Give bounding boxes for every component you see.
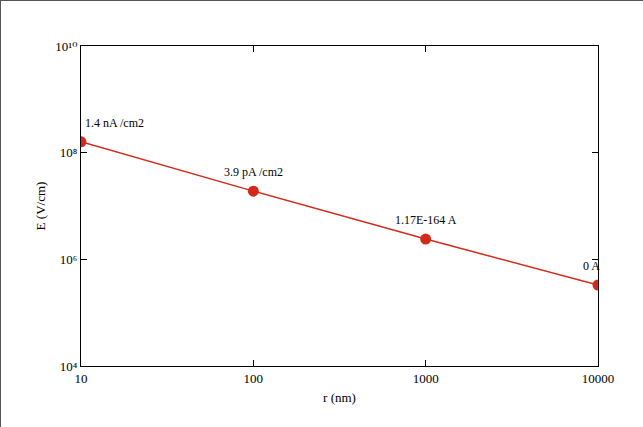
svg-text:10⁶: 10⁶ <box>60 252 78 267</box>
svg-text:10⁸: 10⁸ <box>60 145 78 160</box>
svg-text:1.4 nA /cm2: 1.4 nA /cm2 <box>85 116 144 130</box>
svg-text:100: 100 <box>244 371 264 386</box>
svg-text:0 A: 0 A <box>583 259 600 273</box>
svg-text:1000: 1000 <box>413 371 439 386</box>
svg-text:10000: 10000 <box>582 371 615 386</box>
svg-text:10⁴: 10⁴ <box>60 359 78 374</box>
svg-text:3.9 pA /cm2: 3.9 pA /cm2 <box>224 165 283 179</box>
svg-text:r (nm): r (nm) <box>323 390 356 405</box>
svg-text:10¹⁰: 10¹⁰ <box>55 39 77 54</box>
svg-text:10: 10 <box>75 371 88 386</box>
svg-text:E (V/cm): E (V/cm) <box>33 182 48 231</box>
svg-text:1.17E-164 A: 1.17E-164 A <box>395 213 457 227</box>
